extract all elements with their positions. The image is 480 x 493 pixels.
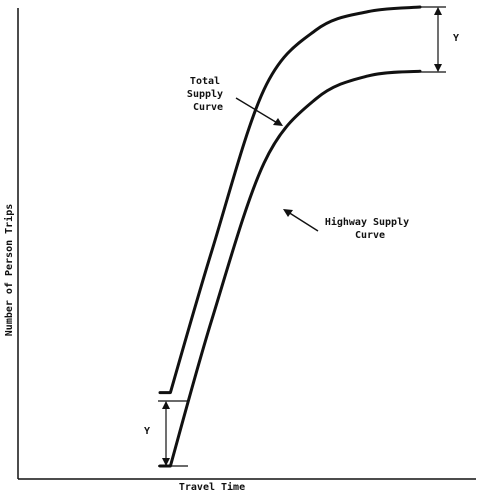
y-gap-top-arrow-bottom bbox=[434, 64, 442, 72]
total-supply-leader bbox=[235, 97, 280, 125]
highway-supply-curve bbox=[158, 69, 422, 468]
highway-supply-arrowhead bbox=[283, 209, 293, 217]
highway-supply-label: Highway Supply Curve bbox=[325, 216, 415, 241]
highway-supply-leader bbox=[287, 211, 319, 232]
total-supply-label: Total Supply Curve bbox=[187, 76, 229, 113]
y-gap-top-arrow-top bbox=[434, 7, 442, 15]
y-gap-bottom-arrow-top bbox=[162, 401, 170, 409]
y-gap-bottom-label: Y bbox=[144, 426, 150, 437]
x-axis-label: Travel Time bbox=[179, 481, 245, 493]
y-gap-top-label: Y bbox=[453, 33, 459, 44]
y-gap-bottom-arrow-bottom bbox=[162, 458, 170, 466]
total-supply-curve bbox=[158, 5, 422, 395]
y-axis-label: Number of Person Trips bbox=[3, 204, 15, 336]
total-supply-arrowhead bbox=[273, 118, 283, 126]
